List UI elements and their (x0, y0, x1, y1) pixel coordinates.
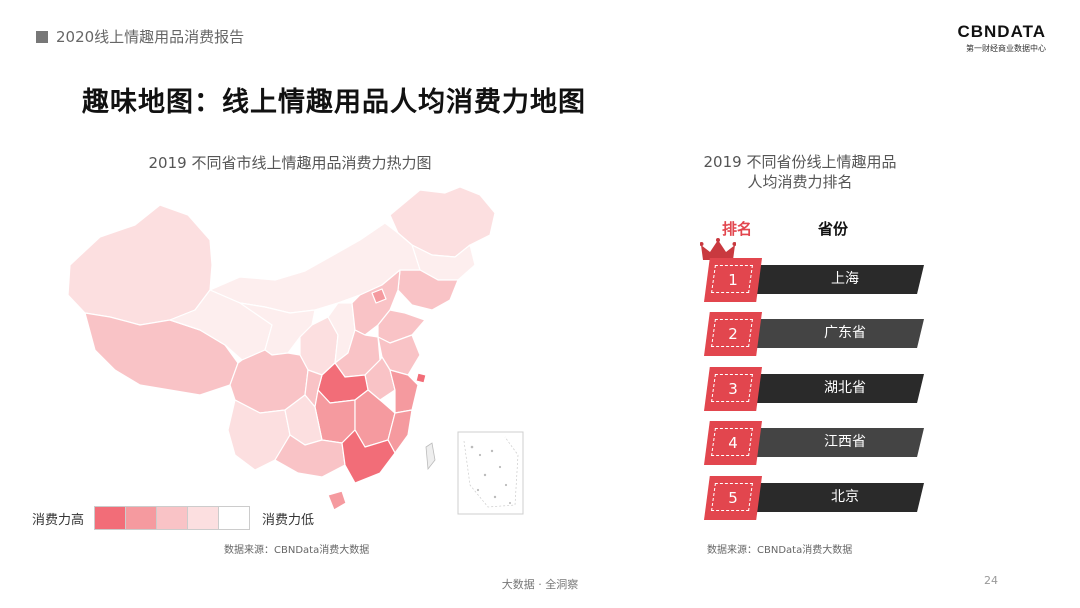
region-shanghai (415, 372, 427, 384)
ranking-title-line1: 2019 不同省份线上情趣用品 (703, 153, 897, 171)
region-beijing (371, 288, 387, 304)
rank-number: 3 (728, 380, 738, 398)
rank-number: 4 (728, 434, 738, 452)
province-bar (750, 265, 924, 294)
rank-badge (704, 258, 762, 302)
region-zhejiang (389, 369, 419, 414)
page-number: 24 (984, 574, 998, 587)
region-guangdong (341, 429, 396, 484)
region-liaoning (397, 269, 459, 311)
province-name: 湖北省 (824, 380, 866, 396)
legend-swatch-1 (94, 506, 127, 530)
rank-badge (704, 421, 762, 465)
legend-low-label: 消费力低 (262, 512, 315, 528)
province-name: 江西省 (824, 434, 866, 450)
rank-number: 1 (728, 271, 738, 289)
legend-high-label: 消费力高 (32, 512, 85, 528)
province-bar (750, 428, 924, 457)
province-name: 北京 (831, 489, 859, 505)
region-taiwan (425, 442, 436, 471)
rank-row: 北京 5 (700, 476, 930, 526)
ranking-title: 2019 不同省份线上情趣用品 人均消费力排名 (680, 152, 920, 192)
rank-row: 上海 1 (700, 258, 930, 308)
province-name: 上海 (831, 271, 859, 287)
footer-slogan: 大数据 · 全洞察 (501, 578, 579, 591)
report-title: 2020线上情趣用品消费报告 (56, 28, 245, 46)
south-china-sea-inset (457, 431, 524, 515)
province-name: 广东省 (824, 325, 866, 341)
logo-brand: CBNDATA (957, 22, 1046, 41)
province-bar (750, 319, 924, 348)
legend-swatch-3 (157, 506, 189, 530)
rank-badge (704, 312, 762, 356)
map-title: 2019 不同省市线上情趣用品消费力热力图 (148, 154, 432, 172)
crown-icon (700, 238, 736, 260)
heat-legend: 消费力高 消费力低 (32, 506, 314, 530)
region-xinjiang (67, 204, 213, 326)
region-hainan (327, 490, 347, 511)
legend-swatch-5 (219, 506, 251, 530)
ranking-source: 数据来源：CBNData消费大数据 (707, 545, 853, 556)
logo-tagline: 第一财经商业数据中心 (966, 44, 1046, 53)
legend-swatch-2 (126, 506, 158, 530)
col-rank-header: 排名 (722, 220, 753, 238)
map-source: 数据来源：CBNData消费大数据 (224, 545, 370, 556)
square-icon (36, 30, 48, 43)
page-title: 趣味地图：线上情趣用品人均消费力地图 (82, 87, 586, 118)
rank-badge (704, 367, 762, 411)
rank-badge (704, 476, 762, 520)
rank-row: 湖北省 3 (700, 367, 930, 417)
legend-swatch-4 (188, 506, 220, 530)
rank-number: 2 (728, 325, 738, 343)
china-heat-map (67, 186, 524, 515)
report-tag: 2020线上情趣用品消费报告 (36, 26, 244, 47)
rank-row: 江西省 4 (700, 421, 930, 471)
ranking-title-line2: 人均消费力排名 (747, 173, 853, 191)
rank-row: 广东省 2 (700, 312, 930, 362)
province-bar (750, 483, 924, 512)
province-bar (750, 374, 924, 403)
col-province-header: 省份 (818, 220, 849, 238)
rank-number: 5 (728, 489, 738, 507)
cbndata-logo: CBNDATA 第一财经商业数据中心 (957, 22, 1046, 54)
